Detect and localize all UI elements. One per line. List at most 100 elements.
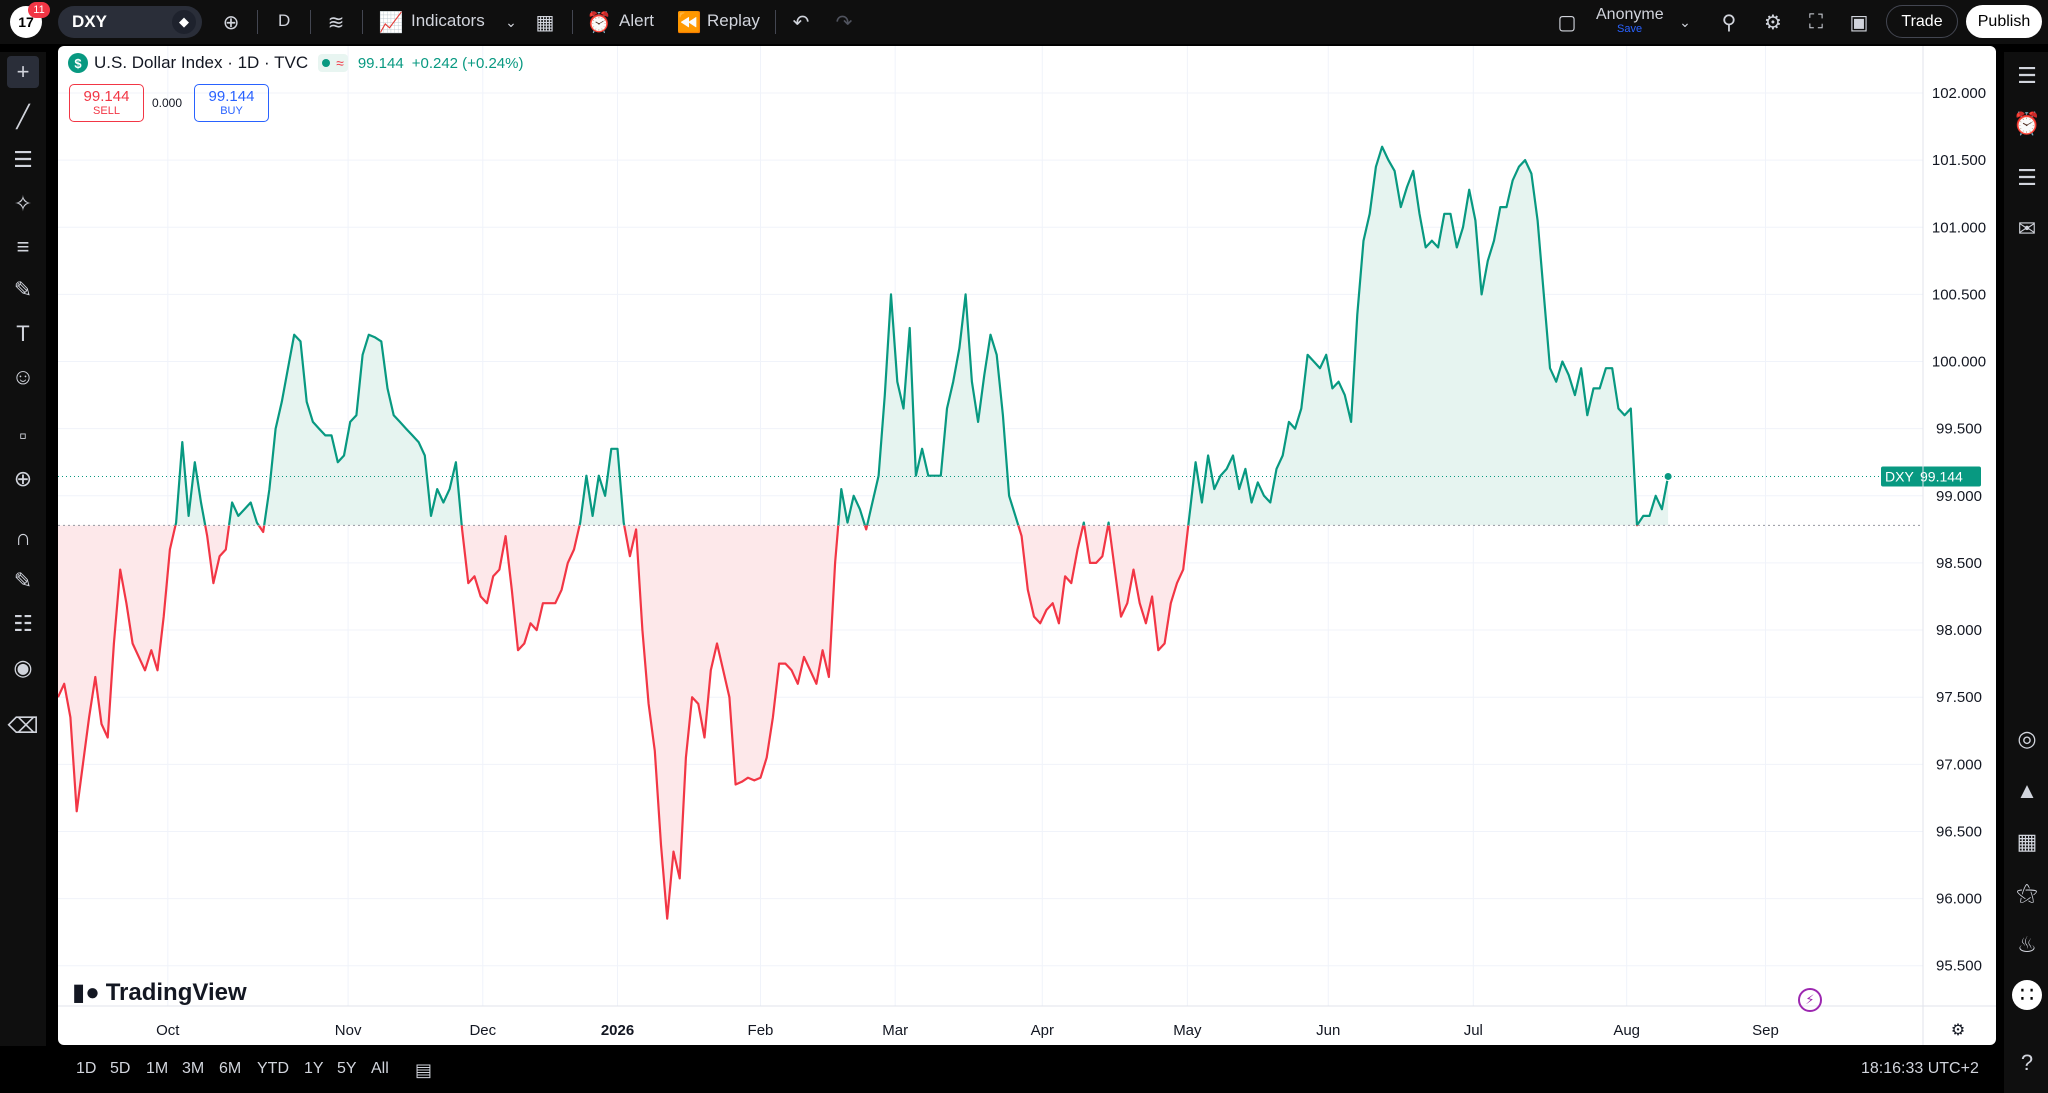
tradingview-watermark[interactable]: ▮● TradingView	[72, 978, 247, 1007]
y-axis-tick-label: 95.500	[1936, 958, 1982, 975]
redo-icon[interactable]: ↷	[835, 11, 853, 34]
divider	[257, 10, 258, 34]
interval-button[interactable]: D	[278, 11, 291, 30]
bottom-toolbar: 1D 5D 1M 3M 6M YTD 1Y 5Y All ▤ 18:16:33 …	[58, 1048, 1996, 1093]
layouts-icon[interactable]: ▦	[535, 11, 555, 34]
symbol-menu-icon[interactable]: ◆	[172, 10, 196, 34]
settings-gear-icon[interactable]: ⚙	[1764, 11, 1782, 34]
area-fill-above-baseline	[175, 146, 1669, 526]
publish-button[interactable]: Publish	[1966, 5, 2042, 38]
ideas-icon[interactable]: ▲	[2016, 778, 2038, 803]
target-icon[interactable]: ◎	[2017, 726, 2037, 751]
emoji-icon[interactable]: ☺	[11, 364, 35, 389]
x-axis-tick-label: Sep	[1752, 1022, 1779, 1039]
chart-type-icon[interactable]: ≋	[327, 11, 345, 34]
sell-button[interactable]: 99.144 SELL	[69, 84, 144, 122]
legend-title[interactable]: U.S. Dollar Index · 1D · TVC	[94, 53, 309, 72]
eye-icon[interactable]: ◉	[13, 655, 33, 680]
trash-icon[interactable]: ⌫	[7, 713, 39, 738]
ruler-icon[interactable]: ▫	[19, 423, 27, 448]
axis-settings-gear-icon[interactable]: ⚙	[1950, 1022, 1966, 1039]
camera-icon[interactable]: ▣	[1849, 11, 1869, 34]
add-symbol-icon[interactable]: ⊕	[222, 11, 240, 34]
magnet-icon[interactable]: ∩	[15, 525, 31, 550]
range-1d[interactable]: 1D	[76, 1060, 97, 1077]
quick-search-icon[interactable]: ⚲	[1721, 11, 1737, 34]
range-all[interactable]: All	[371, 1060, 389, 1077]
range-5y[interactable]: 5Y	[337, 1060, 357, 1077]
wave-icon: ≈	[336, 55, 344, 71]
chat-icon[interactable]: ✉	[2017, 216, 2037, 241]
stream-icon[interactable]: ⚝	[2016, 880, 2038, 905]
alarm-clock-icon[interactable]: ⏰	[586, 11, 612, 34]
y-axis-tick-label: 101.000	[1932, 219, 1986, 236]
divider	[572, 10, 573, 34]
save-link[interactable]: Save	[1617, 23, 1643, 35]
y-axis-tick-label: 102.000	[1932, 85, 1986, 102]
chevron-down-icon[interactable]: ⌄	[1679, 13, 1691, 30]
range-5d[interactable]: 5D	[110, 1060, 131, 1077]
symbol-text: DXY	[72, 12, 107, 31]
date-range-icon[interactable]: ▤	[415, 1060, 433, 1080]
alert-button[interactable]: Alert	[619, 11, 654, 30]
replay-button[interactable]: Replay	[707, 11, 760, 30]
horizontal-lines-icon[interactable]: ☰	[13, 147, 33, 172]
range-1m[interactable]: 1M	[146, 1060, 169, 1077]
alerts-clock-icon[interactable]: ⏰	[2013, 111, 2041, 136]
clock[interactable]: 18:16:33 UTC+2	[1861, 1060, 1979, 1077]
watchlist-icon[interactable]: ☰	[2017, 63, 2037, 88]
brush-icon[interactable]: ✎	[13, 277, 33, 302]
symbol-search[interactable]: DXY ◆	[58, 6, 202, 38]
divider	[775, 10, 776, 34]
divider	[310, 10, 311, 34]
range-ytd[interactable]: YTD	[257, 1060, 289, 1077]
layers-icon[interactable]: ☰	[2017, 165, 2037, 190]
unlock-icon[interactable]: ☷	[13, 611, 33, 636]
x-axis-tick-label: Nov	[335, 1022, 362, 1039]
y-axis-tick-label: 100.500	[1932, 286, 1986, 303]
last-price-dot	[1663, 471, 1673, 481]
x-axis-tick-label: Mar	[882, 1022, 908, 1039]
lock-pencil-icon[interactable]: ✎	[13, 568, 33, 593]
zoom-in-icon[interactable]: ⊕	[13, 466, 33, 491]
chevron-down-icon[interactable]: ⌄	[505, 13, 517, 30]
divider	[362, 10, 363, 34]
y-axis-tick-label: 96.000	[1936, 891, 1982, 908]
indicators-button[interactable]: Indicators	[411, 11, 485, 30]
x-axis-tick-label: Oct	[156, 1022, 180, 1039]
range-3m[interactable]: 3M	[182, 1060, 205, 1077]
y-axis-tick-label: 99.500	[1936, 421, 1982, 438]
pattern-icon[interactable]: ✧	[13, 191, 33, 216]
crosshair-icon[interactable]: +	[7, 56, 39, 88]
user-name[interactable]: Anonyme	[1596, 6, 1664, 23]
fullscreen-icon[interactable]: ⛶	[1809, 10, 1823, 33]
trend-line-icon[interactable]: ╱	[16, 104, 30, 129]
x-axis-tick-label: May	[1173, 1022, 1202, 1039]
sell-label: SELL	[93, 105, 120, 117]
market-status-pill[interactable]: ≈	[318, 54, 348, 72]
x-axis-tick-label: Aug	[1613, 1022, 1640, 1039]
chart-pane[interactable]: 95.500 96.000 96.500 97.000 97.500 98.000 98.5…	[58, 46, 1996, 1045]
drawing-toolbar: + ╱ ☰ ✧ ≡ ✎ T ☺ ▫ ⊕ ∩ ✎ ☷ ◉ ⌫	[0, 52, 46, 1046]
y-axis-tick-label: 97.000	[1936, 756, 1982, 773]
price-chart[interactable]: 95.500 96.000 96.500 97.000 97.500 98.000 98.5…	[58, 46, 1996, 1045]
buy-button[interactable]: 99.144 BUY	[194, 84, 269, 122]
range-6m[interactable]: 6M	[219, 1060, 242, 1077]
forecast-icon[interactable]: ≡	[16, 234, 30, 259]
range-1y[interactable]: 1Y	[304, 1060, 324, 1077]
replay-icon[interactable]: ⏪	[676, 11, 702, 34]
lightning-icon[interactable]: ⚡	[1798, 988, 1822, 1012]
layout-square-icon[interactable]: ▢	[1557, 11, 1577, 34]
x-axis-tick-label: Feb	[748, 1022, 774, 1039]
trade-button[interactable]: Trade	[1886, 5, 1958, 38]
text-tool-icon[interactable]: T	[16, 321, 30, 346]
undo-icon[interactable]: ↶	[792, 11, 810, 34]
y-axis-tick-label: 101.500	[1932, 152, 1986, 169]
x-axis-tick-label: 2026	[601, 1022, 634, 1039]
help-icon[interactable]: ?	[2020, 1050, 2034, 1075]
notifications-bell-icon[interactable]: ♨	[2017, 932, 2037, 957]
apps-grid-icon[interactable]: ∷	[2012, 980, 2042, 1010]
x-axis-tick-label: Jul	[1464, 1022, 1483, 1039]
indicators-icon[interactable]: 📈	[378, 11, 404, 34]
calendar-icon[interactable]: ▦	[2016, 829, 2038, 854]
